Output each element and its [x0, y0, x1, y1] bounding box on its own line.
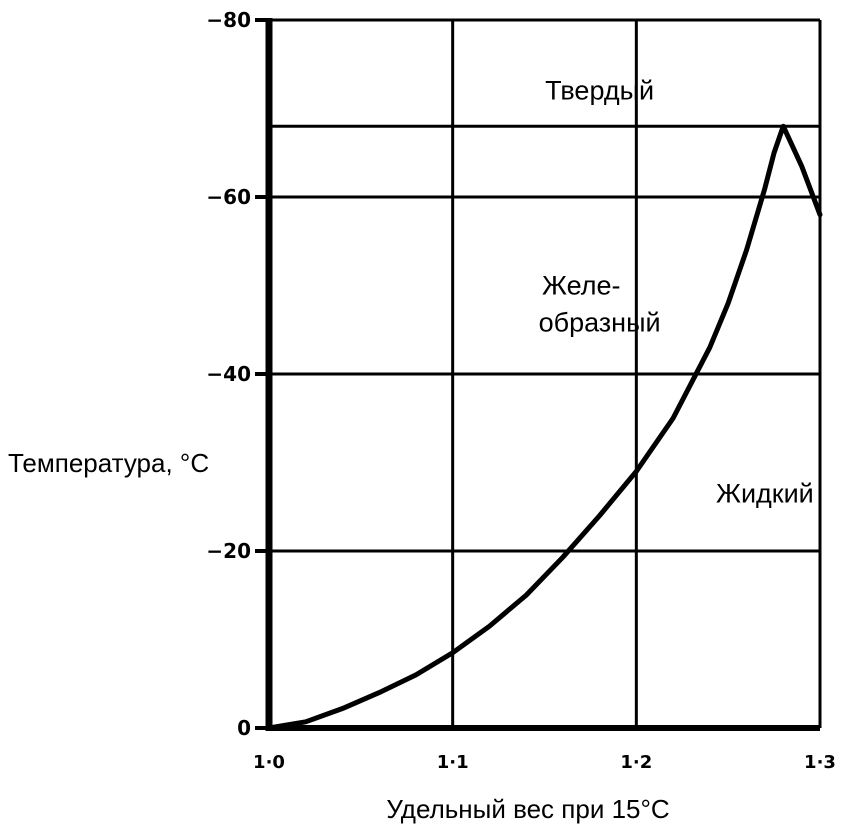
x-tick-label: 1·0 [253, 752, 285, 773]
region-label: образный [539, 308, 661, 338]
region-label: Жидкий [716, 478, 814, 508]
series-group [266, 123, 823, 731]
y-tick-labels: 0 −20 −40 −60 −80 [206, 8, 251, 740]
axes [255, 18, 822, 731]
y-axis-label: Температура, °С [8, 448, 209, 478]
y-tick-label: 0 [237, 716, 251, 740]
y-tick-label: −80 [206, 8, 251, 32]
y-tick-label: −20 [206, 539, 251, 563]
x-tick-labels: 1·0 1·1 1·2 1·3 [253, 752, 836, 773]
x-tick-label: 1·3 [804, 752, 836, 773]
x-tick-label: 1·2 [620, 752, 652, 773]
region-label: Твердый [545, 76, 654, 106]
y-tick-label: −60 [206, 185, 251, 209]
x-axis-label: Удельный вес при 15°С [386, 794, 669, 824]
region-label: Желе- [542, 270, 620, 300]
y-tick-label: −40 [206, 362, 251, 386]
annotations: Твердый Желе-образный Жидкий [539, 76, 814, 509]
x-tick-label: 1·1 [437, 752, 469, 773]
phase-boundary-line [266, 123, 823, 731]
